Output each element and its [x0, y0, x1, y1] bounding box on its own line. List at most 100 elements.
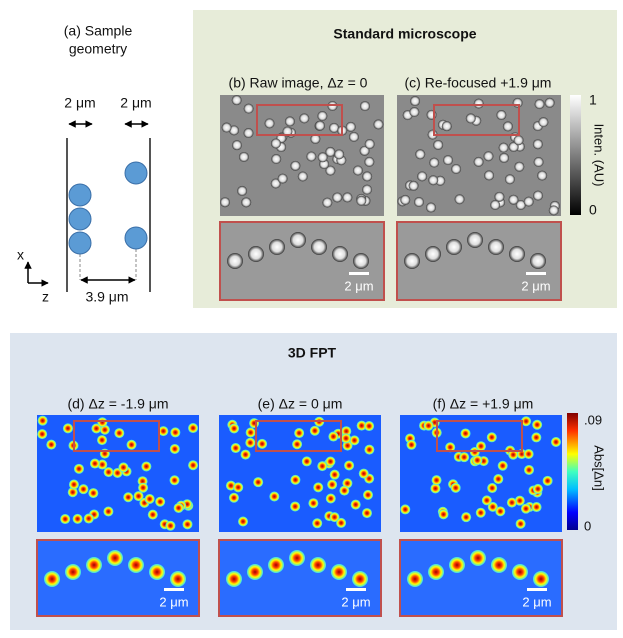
- bead: [229, 423, 240, 434]
- roi: [436, 420, 523, 452]
- bead: [404, 253, 420, 269]
- bead: [257, 438, 268, 449]
- roi: [73, 420, 160, 452]
- bead: [506, 497, 517, 508]
- bead: [299, 113, 310, 124]
- bead: [523, 449, 534, 460]
- bead: [490, 199, 501, 210]
- bead: [91, 423, 102, 434]
- bead: [491, 557, 507, 573]
- bead: [498, 142, 509, 153]
- bead: [484, 170, 495, 181]
- bead: [451, 163, 462, 174]
- bead: [173, 502, 184, 513]
- bead: [245, 437, 256, 448]
- bead: [67, 487, 78, 498]
- bead: [349, 435, 360, 446]
- colorbar: [570, 95, 581, 215]
- bead: [400, 194, 411, 205]
- bead: [534, 99, 545, 110]
- bead: [144, 493, 155, 504]
- axis-label: x: [17, 247, 24, 263]
- bead: [78, 484, 89, 495]
- bead: [329, 122, 340, 133]
- bead: [282, 126, 293, 137]
- bead: [182, 519, 193, 530]
- bead: [226, 571, 242, 587]
- bead: [97, 459, 108, 470]
- panel-label: (c) Re-focused +1.9 μm: [405, 75, 552, 91]
- bead: [68, 479, 79, 490]
- bead: [449, 557, 465, 573]
- colorbar-label: 0: [584, 518, 591, 533]
- bead: [325, 165, 336, 176]
- bead: [336, 517, 347, 528]
- bead: [475, 507, 486, 518]
- bead: [362, 489, 373, 500]
- bead: [415, 149, 426, 160]
- bead: [364, 444, 375, 455]
- bead: [331, 564, 347, 580]
- bead: [317, 111, 328, 122]
- bead: [344, 460, 355, 471]
- bead: [504, 174, 515, 185]
- bead: [322, 197, 333, 208]
- bead: [290, 160, 301, 171]
- scale-label: 2 μm: [522, 594, 551, 609]
- panel-label: (d) Δz = -1.9 μm: [67, 396, 168, 412]
- bead: [533, 190, 544, 201]
- bead: [249, 418, 260, 429]
- bead: [513, 135, 524, 146]
- bead: [362, 184, 373, 195]
- bead: [425, 202, 436, 213]
- bead: [523, 196, 534, 207]
- bead: [221, 122, 232, 133]
- bead: [118, 462, 129, 473]
- bead: [438, 509, 449, 520]
- bead: [461, 512, 472, 523]
- scale-label: 2 μm: [159, 594, 188, 609]
- bead: [446, 239, 462, 255]
- bead: [508, 194, 519, 205]
- bead: [417, 171, 428, 182]
- bead: [502, 121, 513, 132]
- bead: [530, 253, 546, 269]
- bead: [138, 482, 149, 493]
- bead: [308, 498, 319, 509]
- panel-label: (e) Δz = 0 μm: [258, 396, 343, 412]
- bead: [103, 506, 114, 517]
- bead: [488, 239, 504, 255]
- bead: [170, 427, 181, 438]
- bead: [228, 492, 239, 503]
- bead: [312, 518, 323, 529]
- bead: [317, 461, 328, 472]
- bead: [220, 197, 231, 208]
- roi: [256, 104, 343, 136]
- bead: [427, 129, 438, 140]
- bead: [407, 571, 423, 587]
- bead: [508, 449, 519, 460]
- bead: [341, 426, 352, 437]
- bead: [37, 429, 48, 440]
- bead: [72, 513, 83, 524]
- bead: [248, 246, 264, 262]
- bead: [358, 468, 369, 479]
- gap-label: 2 μm: [120, 95, 151, 111]
- bead: [73, 463, 84, 474]
- bead: [475, 441, 486, 452]
- bead: [169, 475, 180, 486]
- bead: [311, 239, 327, 255]
- bead: [359, 145, 370, 156]
- bead: [408, 180, 419, 191]
- bead: [147, 509, 158, 520]
- panel-label: (b) Raw image, Δz = 0: [229, 75, 368, 91]
- bead: [497, 460, 508, 471]
- bead: [342, 192, 353, 203]
- bead: [233, 482, 244, 493]
- bead: [325, 456, 336, 467]
- bead: [37, 415, 48, 426]
- colorbar-label: 0: [589, 202, 597, 218]
- bead: [441, 121, 452, 132]
- bead: [327, 479, 338, 490]
- beads: [68, 161, 148, 255]
